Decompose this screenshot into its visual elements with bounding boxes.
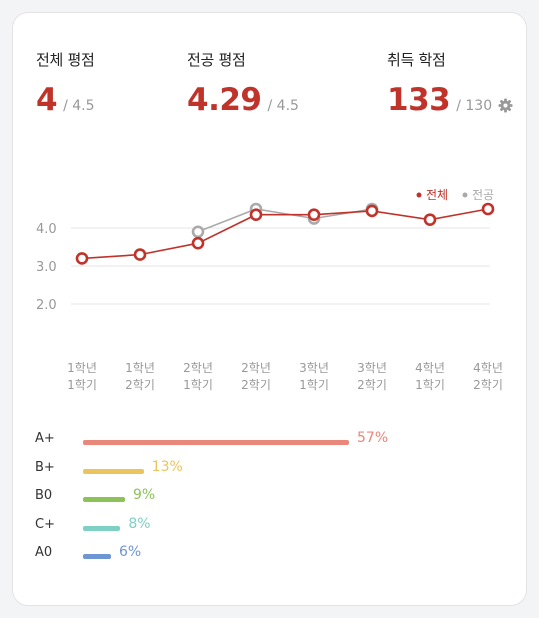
data-point <box>191 236 205 250</box>
earned-credits-value: 133 <box>387 82 451 118</box>
data-point <box>423 213 437 226</box>
major-gpa: 전공 평점 4.29 / 4.5 <box>187 49 299 118</box>
earned-credits: 취득 학점 133 / 130 <box>387 49 513 118</box>
data-point <box>307 208 321 222</box>
grade-bar <box>83 554 111 560</box>
grade-label: A0 <box>35 545 53 561</box>
chart-legend: 전체 전공 <box>416 188 494 202</box>
grade-label: B0 <box>35 488 53 504</box>
x-tick-label: 2학년 2학기 <box>241 361 271 392</box>
legend-marker <box>462 192 468 198</box>
data-point <box>365 204 379 218</box>
overall-gpa: 전체 평점 4 / 4.5 <box>36 49 95 118</box>
overall-gpa-max: / 4.5 <box>63 98 95 114</box>
overall-gpa-label: 전체 평점 <box>36 51 95 69</box>
grade-label: B+ <box>35 459 55 475</box>
overall-gpa-value: 4 <box>36 82 58 118</box>
data-point <box>191 225 205 239</box>
data-point <box>249 208 263 222</box>
gear-icon[interactable] <box>498 98 513 117</box>
series-line <box>81 208 489 260</box>
grade-percent: 9% <box>133 487 156 504</box>
x-tick-label: 2학년 1학기 <box>183 361 213 392</box>
grade-percent: 8% <box>128 515 151 532</box>
grade-percent: 6% <box>119 544 142 561</box>
x-tick-label: 3학년 2학기 <box>357 361 387 392</box>
grade-bar <box>83 440 349 445</box>
grade-bar <box>83 525 121 531</box>
major-gpa-value: 4.29 <box>187 82 262 118</box>
grade-percent: 13% <box>151 458 183 475</box>
data-point <box>481 202 495 216</box>
legend-label: 전체 <box>426 188 448 202</box>
y-tick-label: 3.0 <box>36 260 57 275</box>
x-tick-label: 4학년 1학기 <box>415 361 445 392</box>
grade-bar <box>83 468 144 474</box>
x-tick-label: 1학년 2학기 <box>125 361 155 392</box>
grade-bar <box>83 497 125 503</box>
data-point <box>75 252 89 265</box>
grade-percent: 57% <box>357 430 389 446</box>
gpa-trend-chart: 4.0 3.0 2.0 전체 전공 1학년 1학기 1학년 2학기 2학년 1학기 2학년 2학기 3… <box>36 188 503 392</box>
earned-credits-max: / 130 <box>456 98 493 114</box>
legend-label: 전공 <box>472 188 494 202</box>
series-line <box>197 208 373 233</box>
grade-label: C+ <box>35 516 55 532</box>
y-tick-label: 4.0 <box>36 222 57 237</box>
x-tick-label: 3학년 1학기 <box>299 361 329 392</box>
major-gpa-label: 전공 평점 <box>187 51 246 69</box>
earned-credits-label: 취득 학점 <box>387 51 446 69</box>
major-gpa-max: / 4.5 <box>267 98 299 114</box>
data-point <box>133 248 147 261</box>
legend-marker <box>416 192 422 198</box>
grade-summary-card: 전체 평점 4 / 4.5 전공 평점 4.29 / 4.5 취득 학점 133 / … <box>12 12 527 606</box>
grade-label: A+ <box>35 431 55 446</box>
x-tick-label: 1학년 1학기 <box>67 361 97 392</box>
x-tick-label: 4학년 2학기 <box>473 361 503 392</box>
y-tick-label: 2.0 <box>36 298 57 313</box>
